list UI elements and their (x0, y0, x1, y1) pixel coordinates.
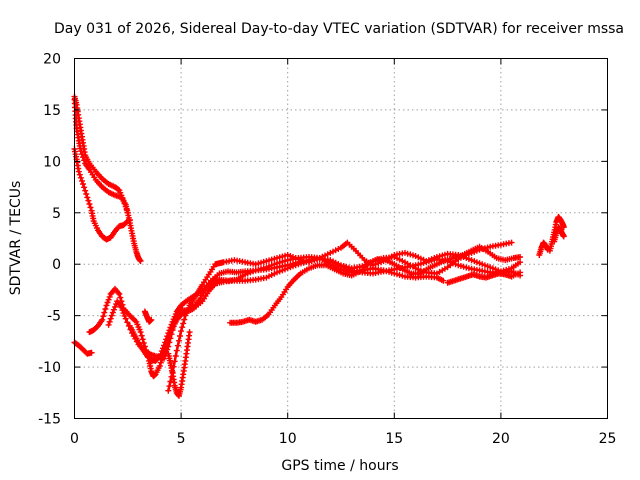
plot-frame (74, 58, 608, 419)
series-markers (551, 224, 567, 245)
x-tick-label: 20 (492, 431, 510, 447)
series-track-11 (227, 243, 524, 326)
y-tick-label: 0 (52, 257, 61, 273)
axis-ticks: 0 5 10 15 20 25 -15 -10 -5 0 5 10 15 20 (38, 52, 616, 448)
y-tick-label: -15 (38, 412, 61, 428)
series-track-14 (551, 224, 567, 245)
y-axis-label: SDTVAR / TECUs (8, 181, 24, 296)
x-axis-label: GPS time / hours (281, 458, 398, 474)
x-tick-label: 10 (279, 431, 297, 447)
y-tick-label: -5 (47, 309, 61, 325)
series-markers (444, 269, 524, 286)
series-markers (141, 308, 155, 325)
x-tick-label: 5 (177, 431, 186, 447)
series-markers (536, 239, 551, 258)
series-markers (165, 239, 524, 394)
series-markers (71, 146, 133, 243)
y-tick-label: 5 (52, 206, 61, 222)
y-tick-label: -10 (38, 360, 61, 376)
chart-title: Day 031 of 2026, Sidereal Day-to-day VTE… (54, 21, 624, 37)
series-track-15 (536, 239, 551, 258)
series-markers (227, 243, 524, 326)
y-tick-label: 20 (43, 52, 61, 68)
data-series (71, 93, 567, 399)
series-track-10 (141, 308, 155, 325)
y-tick-label: 10 (43, 154, 61, 170)
series-track-12 (444, 269, 524, 286)
series-track-3 (71, 146, 133, 243)
grid (74, 58, 608, 419)
y-tick-label: 15 (43, 103, 61, 119)
x-tick-label: 0 (70, 431, 79, 447)
x-tick-label: 15 (385, 431, 403, 447)
series-track-9 (165, 239, 524, 394)
x-tick-label: 25 (599, 431, 617, 447)
